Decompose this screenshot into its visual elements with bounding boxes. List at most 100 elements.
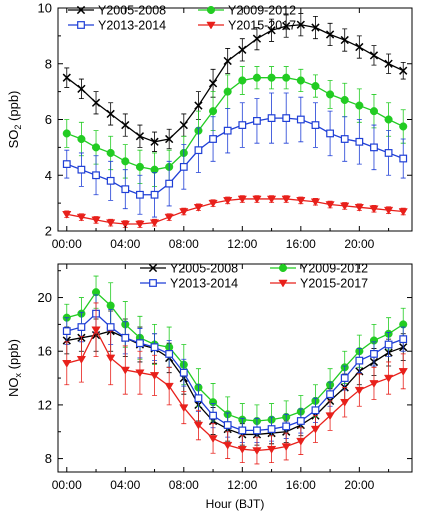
legend-item: Y2015-2017 [270,277,368,291]
data-point [179,162,188,171]
data-point [106,109,115,119]
data-point [120,366,130,375]
legend-marker [206,21,216,30]
data-point [179,404,189,413]
data-point [398,368,408,376]
data-point [296,437,306,446]
data-point [62,360,72,368]
legend-item: Y2005-2008 [68,4,166,18]
data-point [384,115,393,124]
series-Y2015-2017 [62,302,408,465]
data-point [209,107,218,116]
legend-label: Y2013-2014 [98,19,166,33]
data-point [383,374,394,383]
data-point [165,134,174,144]
data-point [135,369,145,378]
data-point [223,197,233,205]
data-point [355,137,364,146]
data-point [354,204,364,212]
data-point [121,120,130,130]
data-point [282,73,291,82]
x-tick-label: 12:00 [227,478,257,492]
data-point [326,390,334,399]
legend-marker [278,279,288,288]
legend-item: Y2015-2017 [198,19,296,33]
data-point [62,73,71,82]
data-point [326,90,335,99]
so2-legend: Y2005-2008 Y2009-2012 Y2013-2014 Y2015-2017 [68,4,296,33]
nox-x-axis-label: Hour (BJT) [206,497,265,511]
data-point [106,148,115,157]
data-point [384,59,393,68]
data-point [106,176,115,185]
y-tick-label: 4 [45,168,52,183]
data-point [209,411,217,420]
y-tick-label: 8 [45,56,52,71]
legend-label: Y2015-2017 [228,19,296,33]
nox-legend: Y2005-2008 Y2009-2012 Y2013-2014 Y2015-2017 [140,262,368,291]
series-Y2013-2014 [62,92,408,218]
data-point [194,146,203,155]
data-point [252,34,262,43]
data-point [91,326,101,335]
data-point [91,98,101,107]
data-point [208,79,218,88]
data-point [281,195,291,204]
data-point [399,66,408,75]
data-point [296,20,305,29]
data-point [91,143,101,152]
data-point [77,165,86,174]
y-tick-label: 6 [45,112,52,127]
series-Y2013-2014 [62,294,408,443]
data-point [325,412,335,421]
legend-item: Y2013-2014 [140,277,238,291]
data-point [384,149,393,157]
legend-item: Y2009-2012 [270,262,368,276]
data-point [369,51,379,60]
x-tick-label: 08:00 [169,478,199,492]
data-point [223,126,232,135]
data-point [136,190,144,199]
legend-label: Y2005-2008 [170,262,238,276]
data-point [62,211,72,219]
so2-marks [62,13,408,229]
data-point [325,201,335,210]
data-point [296,417,305,425]
data-point [281,443,291,451]
data-point [253,426,261,435]
data-point [340,35,349,45]
data-point [149,372,160,380]
data-point [91,216,101,225]
data-point [76,356,87,364]
data-point [135,132,145,141]
data-point [355,42,364,52]
nox-plot-area [57,263,413,473]
data-point [267,425,276,433]
data-point [311,82,320,91]
data-point [164,213,174,222]
x-tick-label: 16:00 [286,237,316,251]
data-point [164,382,174,391]
data-point [238,426,247,435]
data-point [77,323,86,331]
data-point [77,134,86,144]
data-point [223,87,232,96]
data-point [62,327,71,335]
data-point [355,356,364,365]
y-tick-label: 2 [45,224,52,239]
series-Y2009-2012 [62,275,408,438]
legend-item: Y2005-2008 [140,262,238,276]
series-Y2015-2017 [62,195,408,229]
data-point [238,76,247,85]
data-point [106,301,115,310]
legend-item: Y2009-2012 [198,4,296,18]
data-point [179,208,189,216]
data-point [370,143,378,152]
data-point [150,137,159,146]
data-point [340,135,349,143]
data-point [223,441,233,450]
x-tick-label: 00:00 [52,237,82,251]
data-point [384,340,393,349]
so2-axes: 2 4 6 8 10 00:00 04:00 08:00 12:00 16:00 20:00 [38,1,412,251]
